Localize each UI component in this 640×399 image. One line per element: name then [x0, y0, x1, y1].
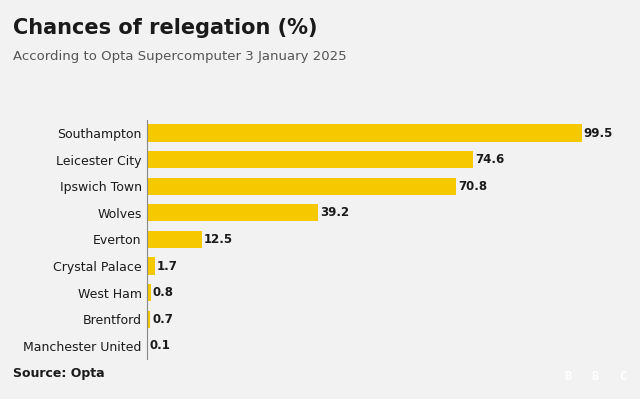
Bar	[147, 310, 150, 328]
Text: 99.5: 99.5	[584, 126, 613, 140]
Bar	[147, 151, 473, 168]
Text: 1.7: 1.7	[157, 259, 178, 273]
Text: Source: Opta: Source: Opta	[13, 367, 104, 379]
Text: Chances of relegation (%): Chances of relegation (%)	[13, 18, 317, 38]
Text: 70.8: 70.8	[458, 180, 488, 193]
Text: 0.8: 0.8	[153, 286, 174, 299]
Text: 74.6: 74.6	[475, 153, 504, 166]
Text: 12.5: 12.5	[204, 233, 233, 246]
Text: B: B	[591, 369, 599, 383]
Bar	[147, 284, 150, 301]
Bar	[147, 231, 202, 248]
Text: According to Opta Supercomputer 3 January 2025: According to Opta Supercomputer 3 Januar…	[13, 50, 346, 63]
Text: B: B	[564, 369, 572, 383]
Bar	[147, 178, 456, 195]
Text: 0.1: 0.1	[150, 339, 171, 352]
Bar	[147, 204, 318, 221]
Text: 39.2: 39.2	[321, 206, 349, 219]
Bar	[147, 124, 582, 142]
Bar	[147, 257, 155, 275]
Text: 0.7: 0.7	[152, 313, 173, 326]
Text: C: C	[619, 369, 627, 383]
